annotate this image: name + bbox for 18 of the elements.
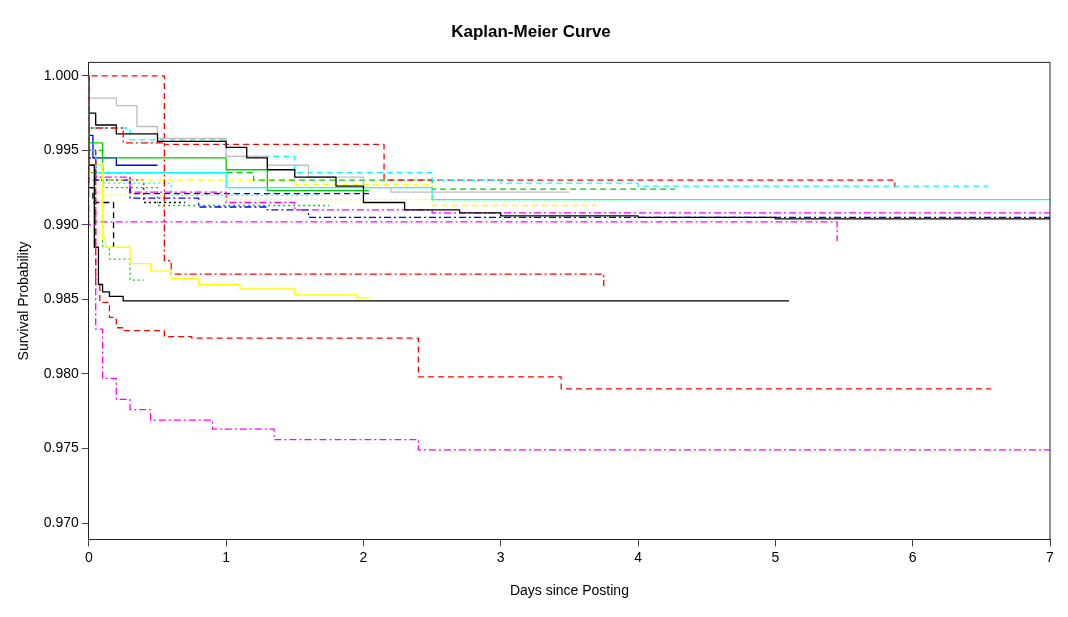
y-tick-label: 0.995 xyxy=(43,141,80,158)
y-tick-label: 1.000 xyxy=(43,66,80,83)
y-tick-label: 0.980 xyxy=(43,364,80,381)
x-tick-label: 1 xyxy=(222,548,231,565)
x-axis-title: Days since Posting xyxy=(509,582,629,599)
x-tick-label: 4 xyxy=(634,548,643,565)
x-tick-label: 6 xyxy=(908,548,917,565)
x-tick-label: 2 xyxy=(359,548,368,565)
x-tick-label: 7 xyxy=(1046,548,1055,565)
y-tick-label: 0.970 xyxy=(43,513,80,530)
y-tick-label: 0.985 xyxy=(43,290,80,307)
chart-title: Kaplan-Meier Curve xyxy=(451,21,611,41)
x-tick-label: 3 xyxy=(496,548,505,565)
y-tick-label: 0.975 xyxy=(43,439,80,456)
y-axis-title: Survival Probability xyxy=(15,241,32,361)
x-tick-label: 5 xyxy=(771,548,780,565)
y-tick-label: 0.990 xyxy=(43,215,80,232)
x-tick-label: 0 xyxy=(84,548,93,565)
